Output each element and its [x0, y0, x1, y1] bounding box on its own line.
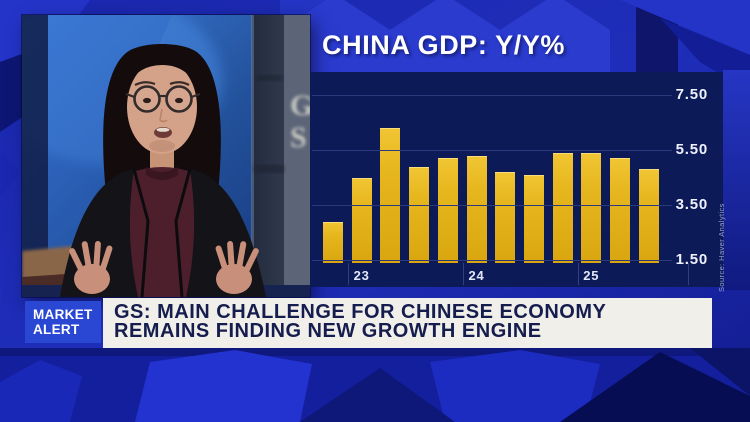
gridline: [312, 260, 672, 261]
gdp-bar: [351, 177, 372, 263]
gdp-bar: [581, 152, 602, 263]
speaker-video: G S: [22, 15, 310, 297]
gdp-bar: [409, 166, 430, 263]
gridline: [312, 150, 672, 151]
market-alert-badge: MARKET ALERT: [25, 301, 101, 343]
badge-line-1: MARKET: [33, 307, 93, 322]
x-axis-label: 25: [583, 268, 600, 283]
gdp-bar: [552, 152, 573, 263]
gridline: [312, 95, 672, 96]
year-separator-tick: [578, 263, 579, 285]
headline-line-1: GS: MAIN CHALLENGE FOR CHINESE ECONOMY: [114, 301, 607, 323]
y-axis-label: 5.50: [675, 141, 708, 158]
gdp-bar: [523, 174, 544, 263]
year-separator-tick: [688, 263, 689, 285]
headline-line-2: REMAINS FINDING NEW GROWTH ENGINE: [114, 320, 542, 342]
y-axis-label: 1.50: [675, 251, 708, 268]
gdp-bar: [466, 155, 487, 263]
gdp-bar: [495, 172, 516, 263]
badge-line-2: ALERT: [33, 322, 80, 337]
gdp-bar: [323, 221, 343, 263]
gdp-bar: [437, 158, 458, 263]
x-axis-label: 23: [353, 268, 370, 283]
gdp-bar: [380, 128, 401, 263]
gridline: [312, 205, 672, 206]
chart-title: CHINA GDP: Y/Y%: [322, 30, 566, 60]
svg-text:S: S: [290, 121, 307, 154]
year-separator-tick: [347, 263, 349, 285]
svg-text:G: G: [290, 89, 310, 122]
y-axis-label: 3.50: [675, 196, 708, 213]
gdp-bar: [638, 169, 659, 263]
y-axis-label: 7.50: [675, 86, 708, 103]
gdp-bar: [610, 158, 630, 263]
gdp-bar-chart: 7.50 5.50 3.50 1.50 23 24 25: [310, 72, 723, 287]
source-credit: Source: Haver Analytics: [717, 203, 726, 292]
speaker-illustration: G S: [22, 15, 310, 297]
x-axis-label: 24: [468, 268, 485, 283]
year-separator-tick: [462, 263, 464, 285]
headline-banner: GS: MAIN CHALLENGE FOR CHINESE ECONOMY R…: [103, 298, 712, 348]
